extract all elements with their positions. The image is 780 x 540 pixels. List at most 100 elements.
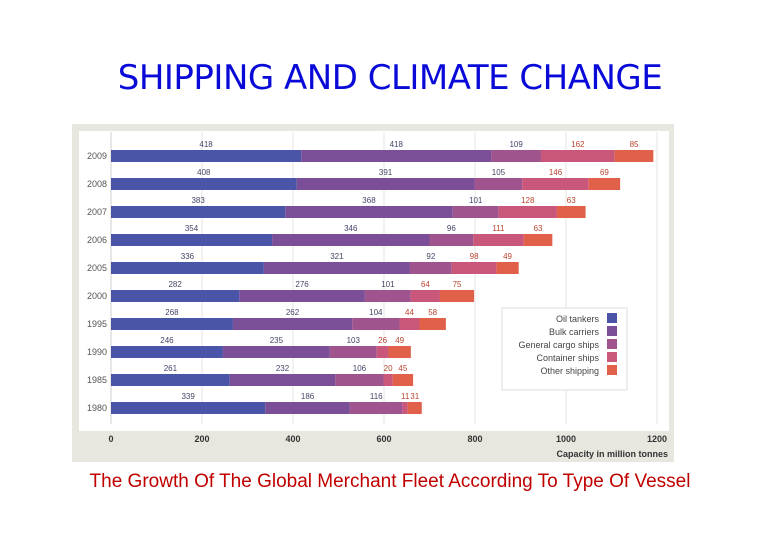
bar-segment [349, 402, 403, 414]
category-label: 1980 [87, 403, 107, 413]
stacked-bar-chart: 418 418 109 162 85 408 391 105 146 69 383 368 101 128… [72, 124, 674, 462]
bar-segment [301, 150, 492, 162]
data-label: 339 [181, 392, 195, 401]
bar-segment [522, 178, 589, 190]
bar-segment [388, 346, 411, 358]
data-label: 31 [410, 392, 419, 401]
bar-segment [111, 234, 273, 246]
data-label: 383 [191, 196, 205, 205]
bar-segment [556, 206, 586, 218]
data-label: 235 [270, 336, 284, 345]
bar-segment [111, 402, 266, 414]
bar-segment [588, 178, 621, 190]
data-label: 146 [549, 168, 563, 177]
bar-segment [296, 178, 475, 190]
data-label: 246 [160, 336, 174, 345]
bar-segment [229, 374, 336, 386]
bar-segment [392, 374, 414, 386]
category-label: 2006 [87, 235, 107, 245]
data-label: 26 [378, 336, 387, 345]
bar-segment [364, 290, 411, 302]
data-label: 262 [286, 308, 300, 317]
bar-segment [263, 262, 410, 274]
data-label: 64 [421, 280, 430, 289]
bar-segment [491, 150, 541, 162]
data-label: 346 [344, 224, 358, 233]
data-label: 85 [630, 140, 639, 149]
legend-box [501, 307, 628, 391]
bar-segment [111, 374, 230, 386]
bar-segment [451, 262, 497, 274]
bar-segment [540, 150, 615, 162]
data-label: 98 [470, 252, 479, 261]
x-tick-label: 400 [285, 434, 300, 444]
bar-segment [474, 178, 523, 190]
data-label: 232 [276, 364, 290, 373]
bar-segment [452, 206, 499, 218]
category-label: 2008 [87, 179, 107, 189]
data-label: 58 [428, 308, 437, 317]
bar-segment [439, 290, 475, 302]
data-label: 63 [534, 224, 543, 233]
legend-swatch [607, 365, 617, 375]
data-label: 45 [398, 364, 407, 373]
data-label: 116 [370, 392, 383, 401]
data-label: 354 [185, 224, 199, 233]
data-label: 49 [395, 336, 404, 345]
bar-segment [383, 374, 393, 386]
data-label: 276 [295, 280, 309, 289]
legend-label: Container ships [536, 353, 599, 363]
bar-segment [496, 262, 519, 274]
x-axis-label: Capacity in million tonnes [556, 449, 668, 459]
data-label: 101 [469, 196, 483, 205]
legend-swatch [607, 339, 617, 349]
bar-segment [407, 402, 422, 414]
data-label: 104 [369, 308, 383, 317]
data-label: 63 [567, 196, 576, 205]
data-label: 75 [453, 280, 462, 289]
bar-segment [111, 206, 286, 218]
bar-segment [352, 318, 400, 330]
data-label: 11 [401, 392, 410, 401]
data-label: 186 [301, 392, 315, 401]
legend-label: Oil tankers [556, 314, 600, 324]
bar-segment [419, 318, 446, 330]
data-label: 111 [492, 224, 505, 233]
bar-segment [111, 318, 233, 330]
data-label: 418 [390, 140, 404, 149]
bar-segment [285, 206, 453, 218]
data-label: 103 [347, 336, 361, 345]
bar-segment [473, 234, 524, 246]
data-label: 69 [600, 168, 609, 177]
legend: Oil tankers Bulk carriers General cargo sh… [501, 307, 628, 391]
bar-segment [409, 262, 452, 274]
category-label: 1985 [87, 375, 107, 385]
legend-swatch [607, 326, 617, 336]
bar-segment [265, 402, 350, 414]
data-label: 128 [521, 196, 535, 205]
data-label: 408 [197, 168, 211, 177]
data-label: 268 [165, 308, 179, 317]
category-label: 1990 [87, 347, 107, 357]
data-label: 20 [384, 364, 393, 373]
bar-segment [614, 150, 654, 162]
legend-label: Other shipping [540, 366, 599, 376]
x-tick-label: 800 [467, 434, 482, 444]
slide-title: SHIPPING AND CLIMATE CHANGE [117, 58, 663, 98]
bar-segment [410, 290, 440, 302]
caption: The Growth Of The Global Merchant Fleet … [89, 471, 691, 492]
legend-swatch [607, 313, 617, 323]
legend-label: General cargo ships [518, 340, 599, 350]
bar-segment [402, 402, 408, 414]
data-label: 44 [405, 308, 414, 317]
bar-segment [399, 318, 420, 330]
bar-segment [329, 346, 377, 358]
bar-segment [232, 318, 353, 330]
bar-segment [523, 234, 553, 246]
data-label: 336 [181, 252, 195, 261]
x-tick-label: 600 [376, 434, 391, 444]
data-label: 282 [168, 280, 182, 289]
data-label: 101 [381, 280, 395, 289]
legend-label: Bulk carriers [549, 327, 600, 337]
data-label: 109 [509, 140, 523, 149]
